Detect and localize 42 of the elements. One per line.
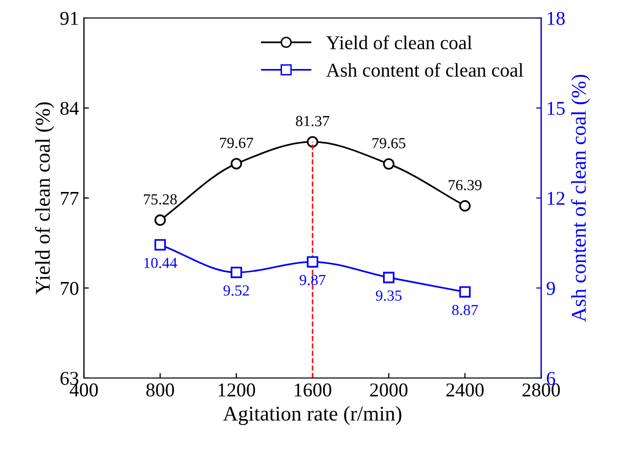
data-label: 79.67	[220, 138, 254, 148]
data-label: 81.37	[296, 116, 330, 126]
point	[306, 256, 318, 268]
x-tick-label: 800	[146, 383, 174, 397]
x-tick-label: 2800	[522, 383, 560, 397]
point	[230, 266, 242, 278]
point	[383, 158, 394, 170]
data-label: 9.52	[223, 285, 249, 296]
x-tick-label: 400	[70, 383, 98, 397]
point	[154, 214, 166, 226]
x-tick-label: 1600	[294, 383, 332, 397]
x-axis-title: Agitation rate (r/min)	[223, 406, 402, 425]
data-label: 8.87	[452, 304, 478, 316]
point	[306, 136, 318, 148]
x-tick-label: 1200	[218, 383, 256, 397]
y2-tick-label: 9	[546, 282, 555, 295]
y-tick-label: 91	[60, 12, 78, 25]
data-label: 9.35	[376, 290, 402, 301]
y-tick-label: 84	[60, 102, 79, 115]
point	[383, 272, 394, 284]
y2-tick-label: 18	[548, 12, 565, 25]
y-tick-label: 63	[60, 372, 78, 385]
x-tick-label: 2000	[370, 383, 408, 397]
point	[230, 158, 242, 170]
point	[459, 200, 471, 212]
y2-axis-title: Ash content of clean coal (%)	[571, 74, 590, 322]
y-tick-label: 77	[60, 192, 79, 205]
y2-tick-label: 15	[548, 102, 565, 115]
y2-tick-label: 6	[546, 372, 556, 385]
y2-tick-label: 12	[548, 192, 564, 205]
y-tick-label: 70	[60, 282, 78, 295]
point	[459, 286, 471, 298]
data-label: 10.44	[144, 258, 178, 268]
legend-label: Ash content of clean coal	[326, 62, 524, 77]
x-tick-label: 2400	[446, 383, 484, 397]
data-label: 9.87	[300, 274, 326, 286]
point	[154, 239, 166, 250]
data-label: 76.39	[448, 180, 482, 190]
legend-label: Yield of clean coal	[326, 35, 472, 50]
data-label: 75.28	[144, 194, 177, 205]
data-label: 79.65	[372, 138, 406, 148]
y-axis-title: Yield of clean coal (%)	[35, 102, 54, 294]
